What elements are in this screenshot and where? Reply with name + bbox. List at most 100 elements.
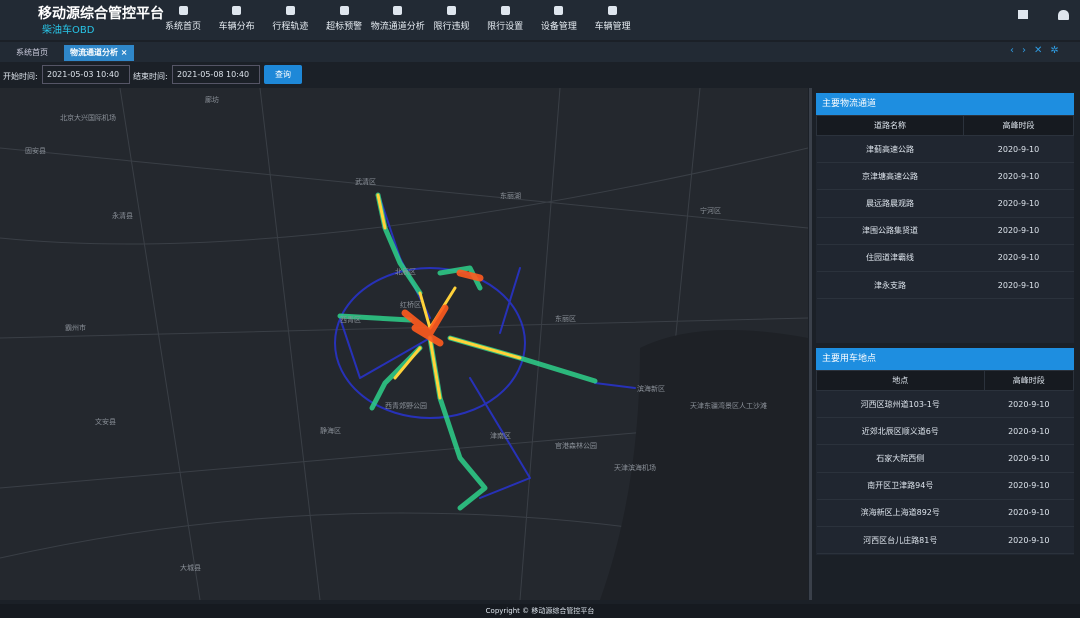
map-label: 官港森林公园 [555, 441, 597, 450]
table-row[interactable]: 石家大院西侧2020-9-10 [817, 445, 1074, 472]
nav-label: 设备管理 [541, 22, 577, 32]
nav-item[interactable]: 行程轨迹 [260, 6, 320, 32]
table-cell: 津围公路集贤道 [817, 217, 964, 244]
filter-bar: 开始时间: 2021-05-03 10:40 结束时间: 2021-05-08 … [0, 63, 1080, 87]
top-bar: 移动源综合管控平台 柴油车OBD 系统首页车辆分布行程轨迹超标预警物流通道分析限… [0, 0, 1080, 40]
tab-bar: 系统首页 物流通道分析 × ‹›✕✲ [0, 42, 1080, 62]
table-cell: 津永支路 [817, 271, 964, 298]
nav-icon [179, 6, 188, 15]
map: 廊坊 北京大兴国际机场 固安县 永清县 霸州市 文安县 大城县 武清区 北辰区 … [0, 88, 808, 600]
table-cell: 滨海新区上海道892号 [817, 499, 985, 526]
start-input[interactable]: 2021-05-03 10:40 [42, 65, 130, 84]
map-label: 西青郊野公园 [385, 401, 427, 410]
panel-title: 主要用车地点 [816, 348, 1074, 370]
map-label: 东丽湖 [500, 191, 521, 200]
table-cell: 晨远路晨观路 [817, 190, 964, 217]
nav-label: 限行违规 [433, 22, 469, 32]
table-row[interactable]: 晨远路晨观路2020-9-10 [817, 190, 1074, 217]
map-label: 北京大兴国际机场 [60, 113, 116, 122]
nav-item[interactable]: 限行违规 [422, 6, 482, 32]
table-header: 地点高峰时段 [817, 371, 1074, 391]
grid-icon[interactable] [1018, 10, 1028, 19]
table-row[interactable]: 南开区卫津路94号2020-9-10 [817, 472, 1074, 499]
nav-item[interactable]: 车辆管理 [583, 6, 643, 32]
table-cell: 2020-9-10 [984, 472, 1073, 499]
query-button[interactable]: 查询 [264, 65, 302, 84]
table-row[interactable]: 京津塘高速公路2020-9-10 [817, 163, 1074, 190]
map-label: 廊坊 [205, 95, 219, 104]
table-header: 道路名称高峰时段 [817, 116, 1074, 136]
table-cell: 京津塘高速公路 [817, 163, 964, 190]
panel-table: 道路名称高峰时段津蓟高速公路2020-9-10京津塘高速公路2020-9-10晨… [816, 115, 1074, 299]
map-label: 西青区 [340, 315, 361, 324]
nav-item[interactable]: 超标预警 [314, 6, 374, 32]
tab-label: 物流通道分析 [70, 48, 118, 57]
map-label: 东丽区 [555, 314, 576, 323]
nav-icon [286, 6, 295, 15]
nav-label: 车辆分布 [219, 22, 255, 32]
table-row[interactable]: 津永支路2020-9-10 [817, 271, 1074, 298]
nav-icon [340, 6, 349, 15]
nav-item[interactable]: 限行设置 [475, 6, 535, 32]
tab-label: 系统首页 [16, 48, 48, 57]
table-row[interactable]: 河西区琼州道103-1号2020-9-10 [817, 391, 1074, 418]
panel-table: 地点高峰时段河西区琼州道103-1号2020-9-10近郊北辰区顺义道6号202… [816, 370, 1074, 554]
map-label: 霸州市 [65, 323, 86, 332]
map-label: 固安县 [25, 146, 46, 155]
tab-controls[interactable]: ‹›✕✲ [1010, 45, 1067, 56]
table-cell: 2020-9-10 [963, 217, 1073, 244]
map-label: 天津东疆湾景区人工沙滩 [690, 401, 767, 410]
start-label: 开始时间: [3, 71, 38, 82]
table-cell: 2020-9-10 [963, 190, 1073, 217]
nav-label: 行程轨迹 [272, 22, 308, 32]
map-label: 津南区 [490, 431, 511, 440]
table-cell: 2020-9-10 [963, 136, 1073, 163]
nav-item[interactable]: 系统首页 [153, 6, 213, 32]
table-row[interactable]: 住园道津霸线2020-9-10 [817, 244, 1074, 271]
nav-icon [608, 6, 617, 15]
footer: Copyright © 移动源综合管控平台 [0, 604, 1080, 618]
app-title: 移动源综合管控平台 [38, 3, 164, 23]
end-input[interactable]: 2021-05-08 10:40 [172, 65, 260, 84]
table-cell: 2020-9-10 [984, 391, 1073, 418]
nav-item[interactable]: 车辆分布 [207, 6, 267, 32]
nav-item[interactable]: 设备管理 [529, 6, 589, 32]
table-cell: 2020-9-10 [963, 244, 1073, 271]
table-cell: 近郊北辰区顺义道6号 [817, 418, 985, 445]
table-cell: 石家大院西侧 [817, 445, 985, 472]
nav-icon [554, 6, 563, 15]
end-label: 结束时间: [133, 71, 168, 82]
tab-active[interactable]: 物流通道分析 × [64, 45, 134, 61]
map-label: 天津滨海机场 [614, 463, 656, 472]
nav-icon [232, 6, 241, 15]
table-row[interactable]: 河西区台儿庄路81号2020-9-10 [817, 526, 1074, 553]
column-header: 道路名称 [817, 116, 964, 136]
nav-icon [501, 6, 510, 15]
map-label: 永清县 [112, 211, 133, 220]
nav-label: 车辆管理 [595, 22, 631, 32]
table-cell: 2020-9-10 [984, 418, 1073, 445]
table-row[interactable]: 近郊北辰区顺义道6号2020-9-10 [817, 418, 1074, 445]
table-row[interactable]: 津蓟高速公路2020-9-10 [817, 136, 1074, 163]
nav-label: 系统首页 [165, 22, 201, 32]
map-label: 静海区 [320, 426, 341, 435]
table-cell: 河西区琼州道103-1号 [817, 391, 985, 418]
table-cell: 2020-9-10 [984, 526, 1073, 553]
map-label: 北辰区 [395, 268, 416, 276]
tab[interactable]: 系统首页 [10, 45, 54, 61]
map-label: 红桥区 [400, 300, 421, 309]
app-subtitle: 柴油车OBD [42, 21, 94, 36]
table-cell: 河西区台儿庄路81号 [817, 526, 985, 553]
column-header: 地点 [817, 371, 985, 391]
nav-label: 物流通道分析 [371, 22, 425, 32]
nav-item[interactable]: 物流通道分析 [368, 6, 428, 32]
splitter[interactable] [809, 88, 812, 600]
panel-title: 主要物流通道 [816, 93, 1074, 115]
table-row[interactable]: 滨海新区上海道892号2020-9-10 [817, 499, 1074, 526]
nav-label: 超标预警 [326, 22, 362, 32]
user-icon[interactable] [1058, 10, 1069, 20]
panel: 主要物流通道道路名称高峰时段津蓟高速公路2020-9-10京津塘高速公路2020… [816, 93, 1074, 343]
table-row[interactable]: 津围公路集贤道2020-9-10 [817, 217, 1074, 244]
table-cell: 2020-9-10 [963, 271, 1073, 298]
